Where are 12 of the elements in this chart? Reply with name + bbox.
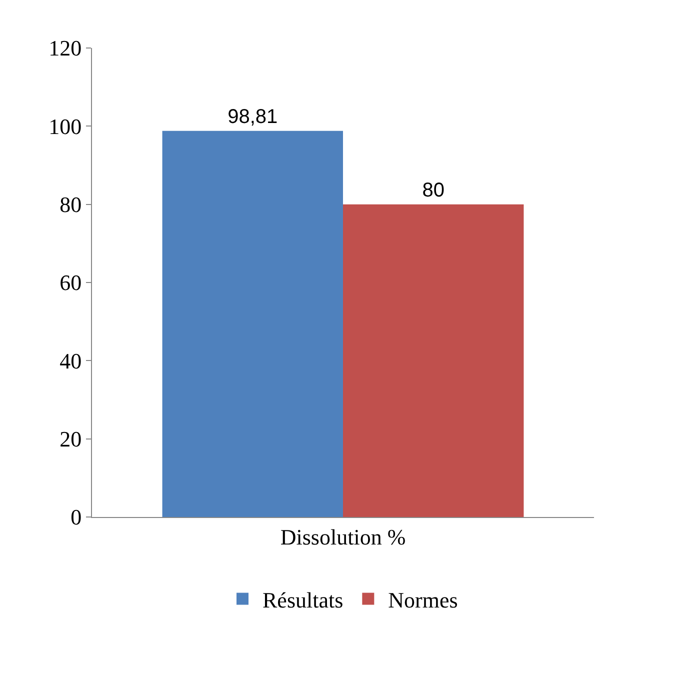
- y-tick-label: 80: [60, 192, 82, 218]
- y-tick-label: 120: [48, 36, 82, 61]
- legend-label: Résultats: [262, 587, 344, 612]
- y-tick-label: 60: [60, 270, 82, 296]
- y-tick-label: 0: [70, 504, 82, 530]
- x-tick-label: Dissolution %: [280, 524, 406, 550]
- y-tick-label: 20: [60, 426, 82, 452]
- data-label: 80: [422, 179, 444, 202]
- y-tick-label: 40: [60, 348, 82, 374]
- legend-label: Normes: [388, 587, 458, 612]
- data-label: 98,81: [228, 106, 278, 128]
- y-tick-label: 100: [48, 114, 82, 139]
